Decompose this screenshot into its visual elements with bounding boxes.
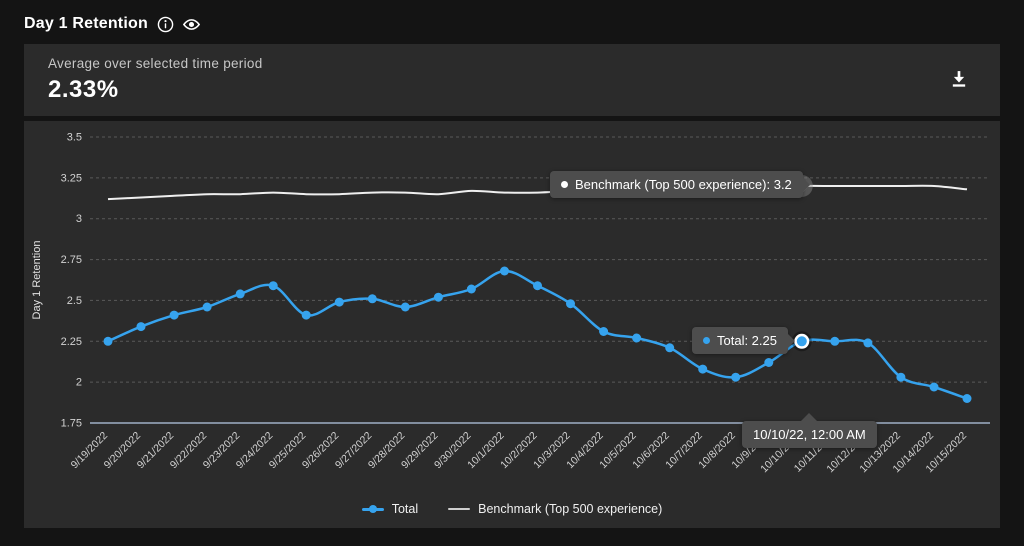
total-data-point[interactable] [433,292,443,302]
total-data-point[interactable] [830,336,840,346]
summary-label: Average over selected time period [48,56,263,71]
total-data-point[interactable] [764,358,774,367]
total-data-point[interactable] [103,336,113,346]
total-highlight-point[interactable] [796,336,807,347]
total-data-point[interactable] [599,327,609,336]
y-tick-label: 2 [76,377,82,389]
total-data-point[interactable] [466,284,476,294]
y-tick-label: 3 [76,213,82,225]
total-data-point[interactable] [533,281,542,291]
retention-chart-panel: 1.75 2 2.25 2.5 2.75 3 3.25 3.5 9/19/2022 9/20/20… [24,121,1000,528]
total-data-point[interactable] [632,333,642,343]
total-data-point[interactable] [665,343,675,353]
total-data-point[interactable] [169,310,179,320]
total-series-bullet [703,337,710,344]
download-icon [949,69,969,92]
total-tooltip: Total: 2.25 [692,327,795,354]
benchmark-legend-marker-icon [448,507,471,511]
total-data-point[interactable] [566,299,575,309]
legend-item-total[interactable]: Total [361,502,419,516]
total-data-point[interactable] [863,338,873,348]
total-legend-marker-icon [361,505,384,513]
total-data-point[interactable] [500,266,509,276]
total-data-point[interactable] [367,294,377,304]
benchmark-series-bullet [561,181,568,188]
total-data-point[interactable] [235,289,245,299]
total-data-point[interactable] [962,394,972,403]
total-data-point[interactable] [400,302,410,312]
legend-item-benchmark[interactable]: Benchmark (Top 500 experience) [448,502,662,516]
date-tooltip: 10/10/22, 12:00 AM [742,413,877,448]
y-tick-label: 2.75 [61,254,82,266]
y-tick-label: 2.25 [61,336,82,348]
total-data-point[interactable] [136,322,146,332]
legend-label-benchmark: Benchmark (Top 500 experience) [478,502,663,516]
y-tick-label: 3.25 [61,172,82,184]
y-axis-title: Day 1 Retention [31,241,43,320]
summary-card: Average over selected time period 2.33% [24,44,1000,116]
total-data-point[interactable] [334,297,344,307]
benchmark-tooltip-text: Benchmark (Top 500 experience): 3.2 [575,177,792,192]
total-data-point[interactable] [202,302,212,312]
chart-legend: Total Benchmark (Top 500 experience) [24,502,1000,516]
summary-value: 2.33% [48,76,119,103]
total-tooltip-text: Total: 2.25 [717,333,777,348]
info-icon[interactable] [157,16,174,33]
download-button[interactable] [942,63,976,97]
page-title: Day 1 Retention [24,15,148,32]
total-data-point[interactable] [929,382,939,392]
benchmark-line [107,184,968,201]
summary-text: Average over selected time period 2.33% [48,56,263,104]
total-data-point[interactable] [268,281,278,291]
y-tick-label: 2.5 [67,295,82,307]
widget-header: Day 1 Retention [0,0,1024,43]
total-data-point[interactable] [731,372,741,382]
legend-label-total: Total [391,502,419,516]
date-tooltip-text: 10/10/22, 12:00 AM [753,427,866,442]
y-tick-label: 1.75 [61,418,82,430]
y-tick-label: 3.5 [67,132,82,144]
eye-icon[interactable] [182,16,200,33]
total-data-point[interactable] [896,372,906,382]
total-data-point[interactable] [698,364,708,374]
benchmark-tooltip: Benchmark (Top 500 experience): 3.2 [550,171,810,198]
total-data-point[interactable] [301,310,311,320]
